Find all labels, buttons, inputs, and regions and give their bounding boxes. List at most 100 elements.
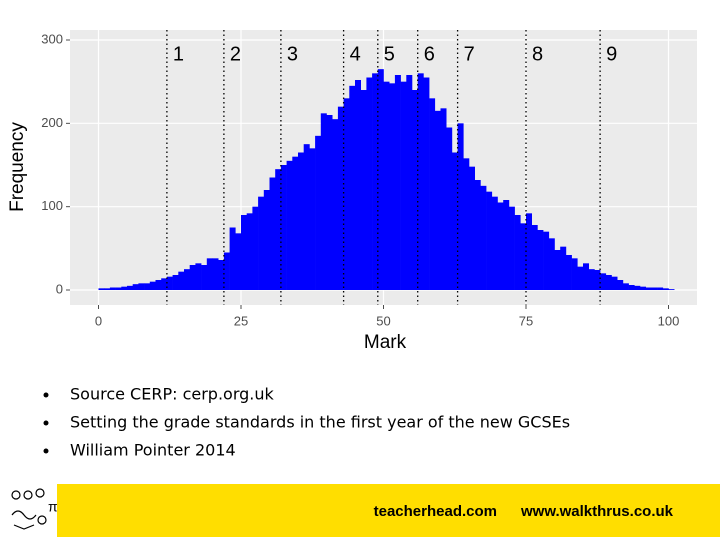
bar [434, 110, 441, 290]
bullet-text: William Pointer 2014 [70, 441, 236, 460]
footer-text: teacherhead.com [374, 503, 497, 520]
bullet [43, 420, 49, 426]
bar [252, 206, 259, 290]
bar [275, 169, 282, 290]
bar [497, 202, 504, 290]
grade-label: 4 [350, 43, 361, 65]
bar [144, 283, 151, 290]
bar [138, 283, 145, 290]
bar [583, 263, 589, 290]
bar [577, 266, 584, 290]
bar [292, 156, 299, 290]
bar [417, 73, 424, 290]
bar [286, 160, 293, 290]
bar [571, 258, 578, 290]
bar [389, 83, 396, 290]
bar [451, 152, 458, 290]
bar [235, 233, 242, 290]
logo-symbol: π [48, 499, 58, 515]
bar [394, 75, 401, 290]
bar [588, 269, 595, 290]
bar [104, 288, 111, 290]
y-tick-label: 200 [41, 115, 63, 130]
bar [218, 260, 225, 290]
grade-label: 6 [424, 43, 435, 65]
bar [149, 281, 156, 290]
x-tick-label: 50 [376, 313, 390, 328]
bar [332, 119, 339, 291]
bar [463, 158, 470, 290]
bar [617, 280, 624, 290]
bar [548, 238, 555, 290]
bar [514, 215, 521, 290]
bar [109, 287, 116, 290]
bar [184, 269, 190, 290]
bullet-text: Setting the grade standards in the first… [70, 413, 570, 432]
bar [280, 165, 287, 290]
grade-label: 2 [230, 43, 241, 65]
grade-label: 1 [173, 43, 184, 65]
bar [189, 265, 196, 290]
bar [360, 90, 367, 290]
x-tick-label: 0 [95, 313, 102, 328]
bar [543, 231, 550, 290]
bar [315, 135, 322, 290]
bar [326, 115, 333, 290]
bar [229, 227, 236, 290]
logo [11, 488, 47, 530]
bar [662, 288, 669, 290]
bar [520, 223, 527, 290]
bar [554, 250, 561, 290]
bullet [43, 448, 49, 454]
bar [263, 190, 270, 290]
x-tick-label: 25 [234, 313, 248, 328]
bar [600, 273, 607, 290]
bar [349, 85, 356, 290]
bar [474, 180, 481, 290]
bar [628, 285, 635, 290]
bar [406, 75, 413, 290]
bar [429, 98, 436, 290]
bar [383, 81, 390, 291]
bar [565, 255, 572, 290]
x-tick-label: 75 [519, 313, 533, 328]
bar [531, 225, 538, 290]
bar [640, 286, 646, 290]
bar [201, 265, 208, 290]
bar [446, 127, 453, 290]
x-tick-label: 100 [658, 313, 680, 328]
bullet-text: Source CERP: cerp.org.uk [70, 385, 274, 404]
bar [343, 98, 350, 290]
bar [480, 185, 487, 290]
bar [178, 271, 185, 290]
bar [423, 77, 430, 290]
y-tick-label: 300 [41, 31, 63, 46]
y-tick-label: 100 [41, 198, 63, 213]
bar [668, 289, 675, 290]
bar [605, 275, 612, 290]
bar [206, 258, 213, 290]
bar [657, 287, 664, 290]
bar [303, 144, 310, 290]
bar [223, 252, 230, 290]
bar [166, 276, 173, 290]
bar [98, 288, 105, 290]
bar [560, 246, 567, 290]
bar [651, 287, 658, 290]
bar [594, 270, 601, 290]
bar [115, 287, 122, 290]
bar [269, 177, 276, 290]
bar [195, 263, 202, 290]
bar [172, 275, 179, 290]
y-axis-label: Frequency [7, 122, 28, 212]
bar [355, 80, 361, 290]
bullet [43, 392, 49, 398]
bar [412, 90, 418, 290]
bar [241, 215, 247, 290]
bar [440, 108, 447, 290]
bar [372, 73, 379, 290]
bullet-list: Source CERP: cerp.org.uk Setting the gra… [43, 385, 570, 460]
grade-label: 3 [287, 43, 298, 65]
bar [457, 123, 464, 290]
